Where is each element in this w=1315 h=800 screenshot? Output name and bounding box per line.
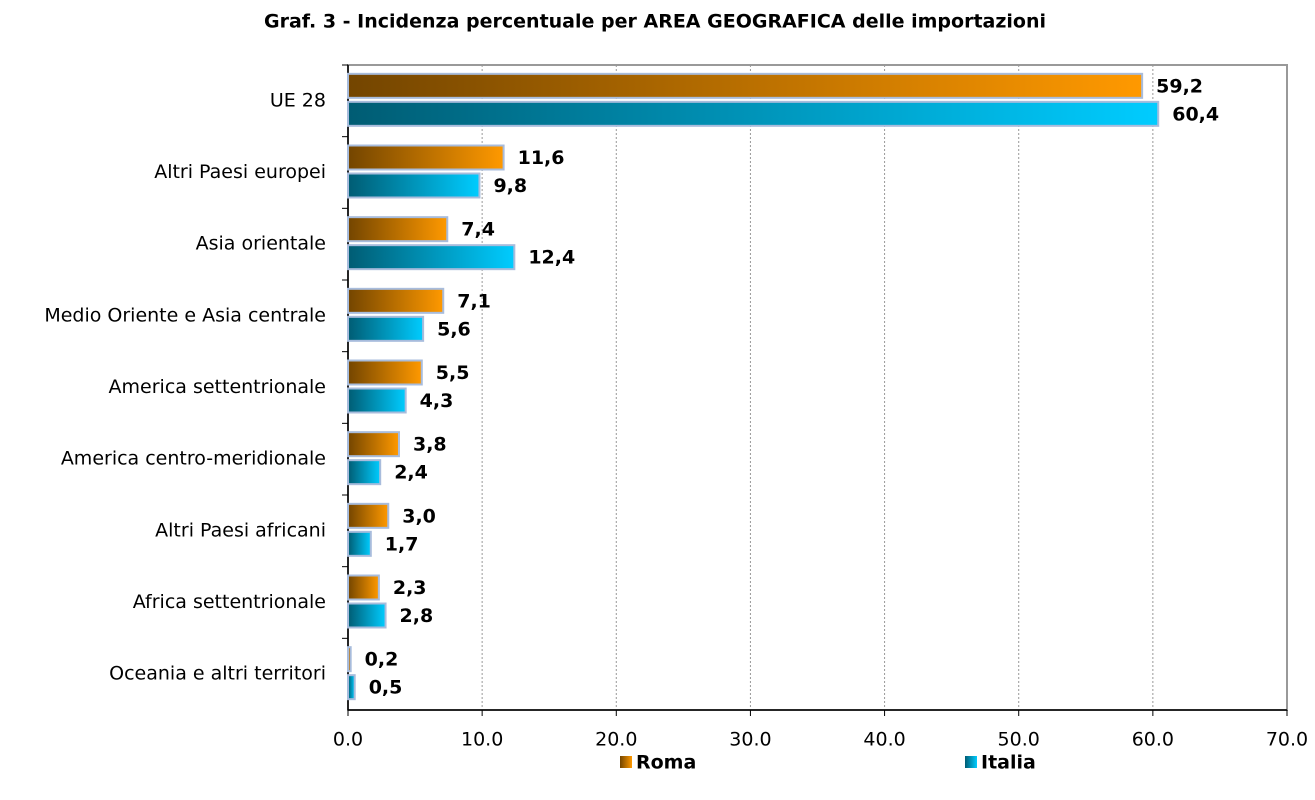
value-label: 1,7 (385, 533, 419, 555)
bar (347, 602, 387, 629)
y-tick-label: UE 28 (270, 89, 326, 111)
value-label: 7,1 (457, 290, 491, 312)
bar (347, 530, 372, 557)
value-label: 2,8 (400, 605, 434, 627)
legend-label: Roma (636, 752, 696, 774)
chart-title: Graf. 3 - Incidenza percentuale per AREA… (264, 11, 1046, 33)
value-label: 9,8 (493, 175, 527, 197)
x-tick-label: 10.0 (461, 729, 503, 751)
y-tick-label: Africa settentrionale (133, 591, 326, 613)
bar (347, 72, 1144, 99)
value-label: 59,2 (1156, 75, 1203, 97)
y-tick-label: Altri Paesi europei (154, 161, 326, 183)
x-tick-label: 60.0 (1132, 729, 1174, 751)
bar (347, 315, 425, 342)
x-tick-label: 70.0 (1266, 729, 1308, 751)
value-label: 7,4 (461, 219, 495, 241)
value-label: 0,2 (365, 649, 399, 671)
value-label: 12,4 (528, 247, 575, 269)
value-label: 2,4 (394, 462, 428, 484)
bar (347, 287, 445, 314)
value-label: 5,6 (437, 318, 471, 340)
y-tick-label: Oceania e altri territori (109, 663, 326, 685)
bar (347, 172, 481, 199)
bar (347, 502, 390, 529)
value-label: 5,5 (436, 362, 470, 384)
value-label: 11,6 (518, 147, 565, 169)
bar (347, 431, 400, 458)
x-tick-label: 50.0 (998, 729, 1040, 751)
x-tick-label: 40.0 (863, 729, 905, 751)
y-tick-label: Altri Paesi africani (155, 519, 326, 541)
x-tick-label: 0.0 (333, 729, 363, 751)
y-tick-label: America centro-meridionale (61, 448, 326, 470)
value-label: 3,0 (402, 505, 436, 527)
bar (347, 100, 1160, 127)
bar (347, 387, 407, 414)
legend-swatch (965, 756, 977, 768)
value-label: 60,4 (1172, 103, 1219, 125)
value-label: 3,8 (413, 434, 447, 456)
x-tick-label: 20.0 (595, 729, 637, 751)
value-label: 4,3 (420, 390, 454, 412)
bar (347, 574, 380, 601)
y-tick-label: Medio Oriente e Asia centrale (44, 304, 326, 326)
bar (347, 216, 449, 243)
bar (347, 359, 423, 386)
bar (347, 646, 352, 673)
legend-swatch (620, 756, 632, 768)
value-label: 0,5 (369, 677, 403, 699)
y-tick-label: Asia orientale (196, 233, 326, 255)
value-label: 2,3 (393, 577, 427, 599)
legend-label: Italia (981, 752, 1036, 774)
bar (347, 674, 356, 701)
x-tick-label: 30.0 (729, 729, 771, 751)
bar (347, 144, 505, 171)
bar (347, 244, 516, 271)
bar (347, 459, 382, 486)
y-tick-label: America settentrionale (109, 376, 326, 398)
